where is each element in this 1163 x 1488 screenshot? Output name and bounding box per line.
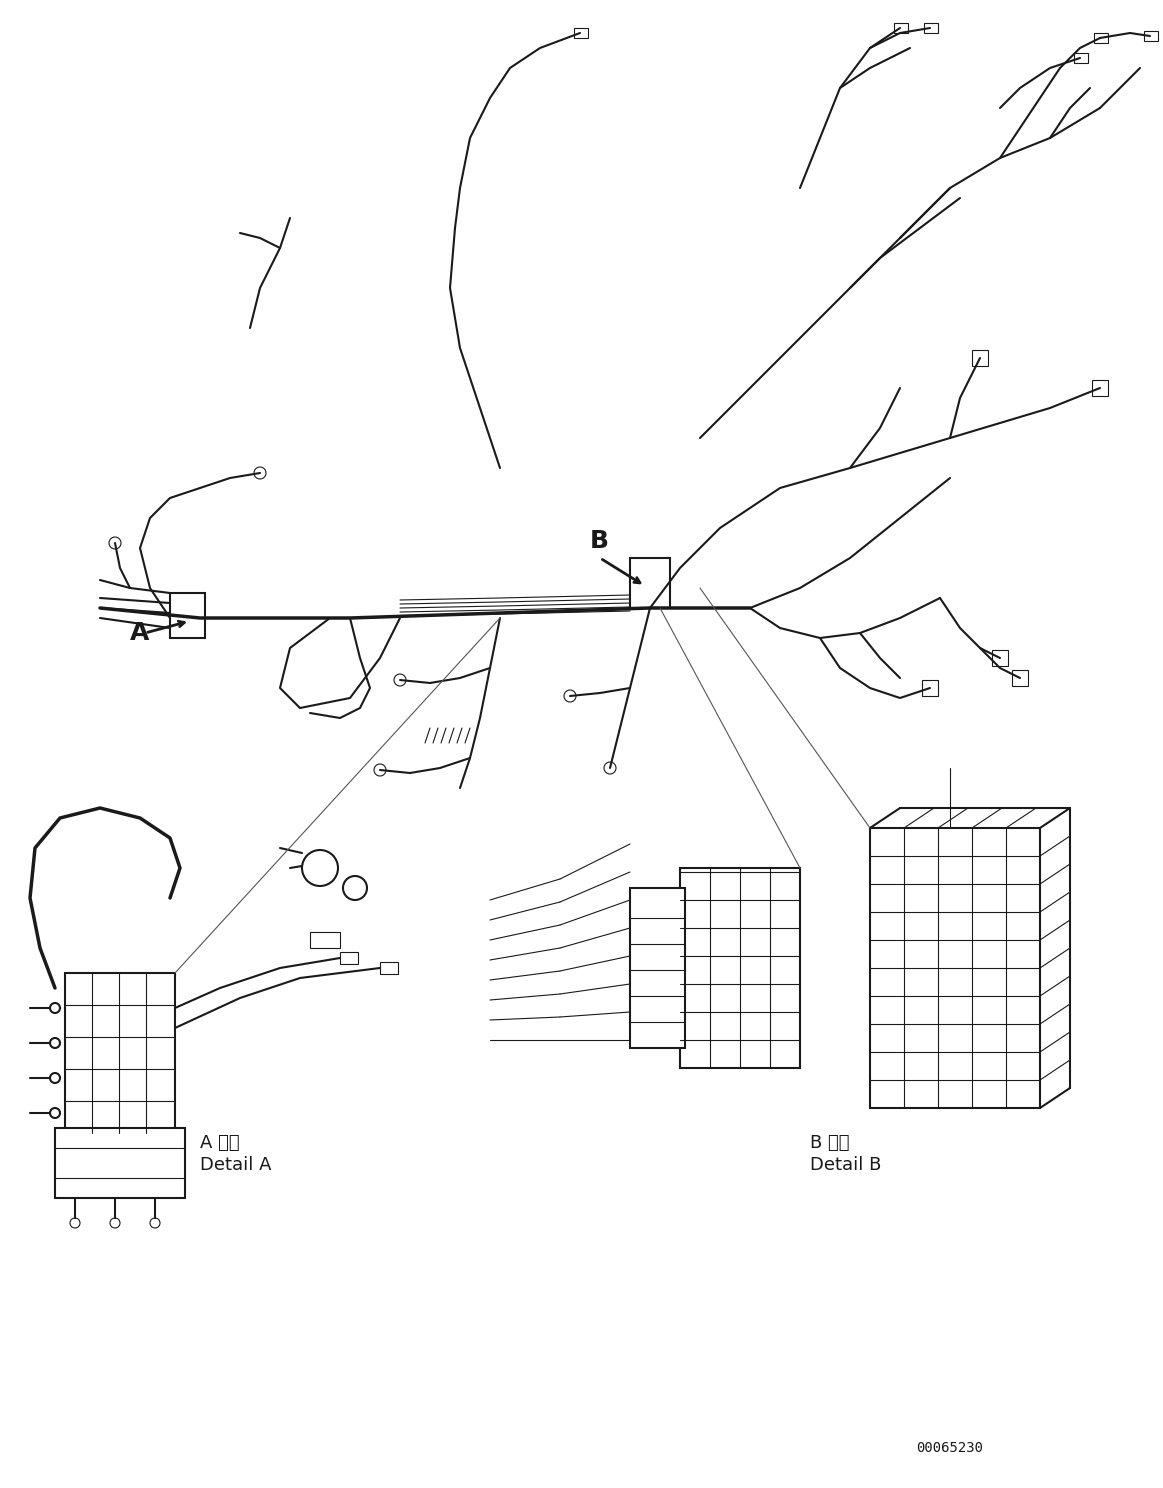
Bar — [923, 22, 939, 33]
Text: A 詳細: A 詳細 — [200, 1134, 240, 1152]
Bar — [972, 350, 989, 366]
Bar — [922, 680, 939, 696]
Text: Detail B: Detail B — [809, 1156, 882, 1174]
Circle shape — [302, 850, 338, 885]
Bar — [55, 1128, 185, 1198]
Text: B: B — [590, 530, 609, 554]
Bar — [630, 888, 685, 1048]
Circle shape — [564, 690, 576, 702]
Circle shape — [70, 1219, 80, 1228]
Bar — [575, 28, 588, 39]
Circle shape — [394, 674, 406, 686]
Bar — [1012, 670, 1028, 686]
Circle shape — [110, 1219, 120, 1228]
Bar — [1073, 54, 1089, 62]
Bar — [870, 827, 1040, 1109]
Bar — [340, 952, 358, 964]
Bar — [65, 973, 174, 1132]
Circle shape — [254, 467, 266, 479]
Circle shape — [604, 762, 616, 774]
Bar — [894, 22, 908, 33]
Bar — [1092, 379, 1108, 396]
Circle shape — [50, 1039, 60, 1048]
Bar — [1094, 33, 1108, 43]
Text: Detail A: Detail A — [200, 1156, 271, 1174]
Bar — [1144, 31, 1158, 42]
Bar — [630, 558, 670, 609]
Circle shape — [50, 1109, 60, 1117]
Bar — [170, 594, 205, 638]
Circle shape — [150, 1219, 160, 1228]
Circle shape — [50, 1003, 60, 1013]
Bar — [992, 650, 1008, 667]
Text: A: A — [130, 620, 149, 644]
Circle shape — [374, 763, 386, 777]
Bar — [311, 931, 340, 948]
Bar — [380, 963, 398, 975]
Circle shape — [109, 537, 121, 549]
Text: 00065230: 00065230 — [916, 1440, 984, 1455]
Circle shape — [343, 876, 368, 900]
Bar — [680, 868, 800, 1068]
Circle shape — [50, 1073, 60, 1083]
Text: B 詳細: B 詳細 — [809, 1134, 849, 1152]
